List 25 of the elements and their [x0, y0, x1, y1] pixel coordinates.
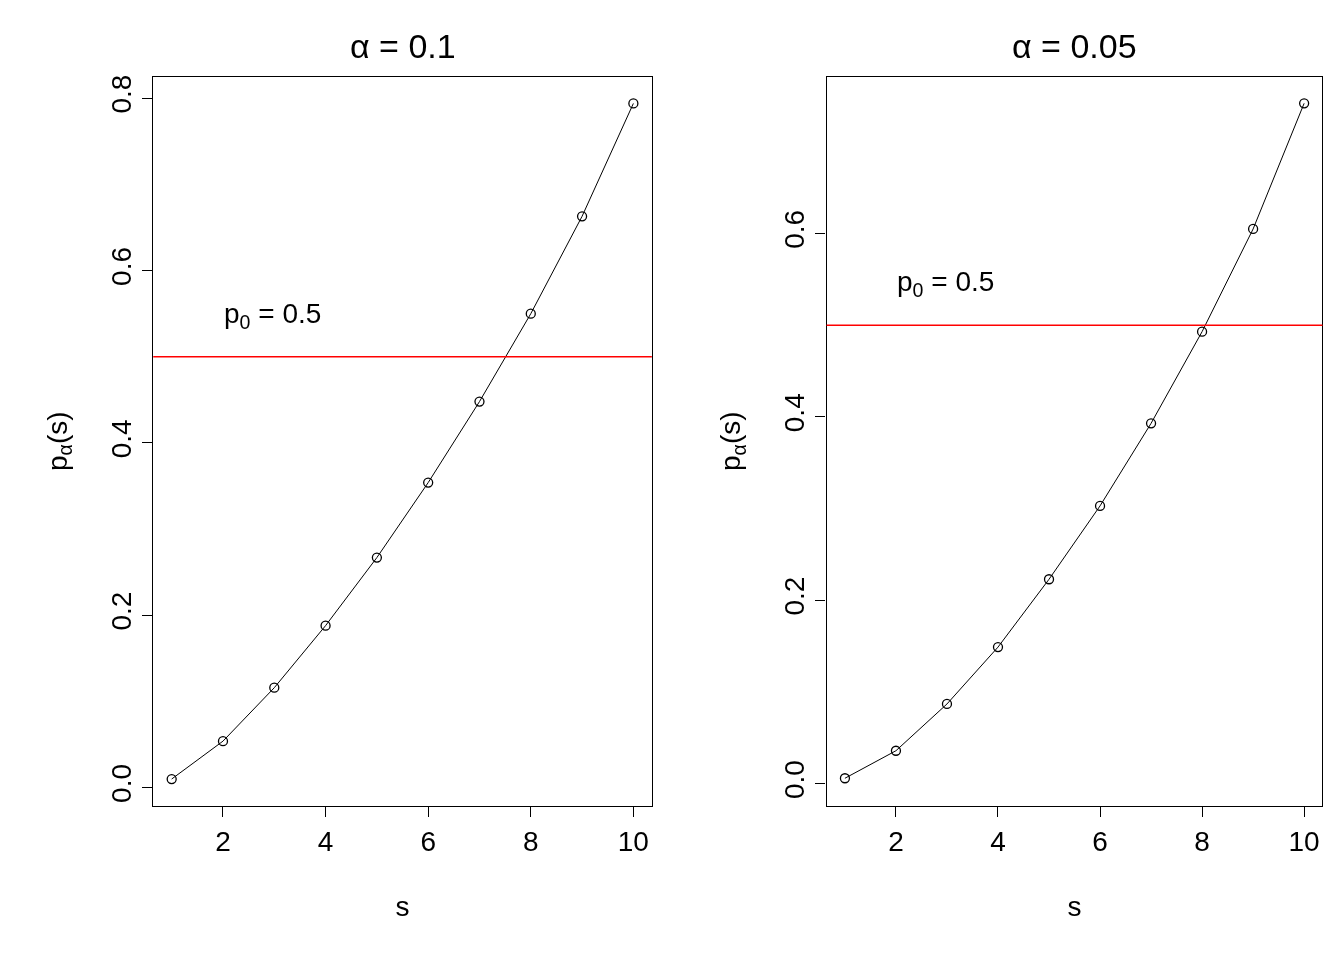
- x-tick-label: 2: [215, 825, 231, 857]
- y-tick-label: 0.2: [779, 576, 811, 616]
- ref-line-label: p$_{0}$ = 0.5: [897, 266, 995, 301]
- y-tick-label: 0.6: [779, 209, 811, 249]
- x-tick-label: 4: [990, 825, 1006, 857]
- x-tick-label: 4: [317, 825, 334, 857]
- x-tick-label: 8: [522, 825, 539, 857]
- x-axis-title: s: [395, 890, 410, 922]
- x-tick-label: 10: [617, 825, 649, 857]
- y-tick-label: 0.4: [779, 393, 811, 433]
- x-tick-label: 10: [1288, 825, 1320, 857]
- ref-line-label: p$_{0}$ = 0.5: [224, 298, 322, 333]
- y-tick-label: 0.4: [105, 419, 137, 459]
- y-tick-label: 0.0: [105, 764, 137, 803]
- y-tick-label: 0.8: [105, 74, 137, 114]
- x-tick-label: 6: [1092, 825, 1108, 857]
- x-axis-title: s: [1067, 890, 1082, 922]
- y-tick-label: 0.0: [779, 760, 811, 800]
- chart-title: α = 0.05: [1012, 27, 1137, 65]
- x-tick-label: 8: [1194, 825, 1210, 857]
- chart-title: α = 0.1: [350, 27, 456, 65]
- x-tick-label: 6: [420, 825, 436, 857]
- y-tick-label: 0.6: [105, 246, 137, 286]
- x-tick-label: 2: [888, 825, 904, 857]
- y-tick-label: 0.2: [105, 591, 137, 631]
